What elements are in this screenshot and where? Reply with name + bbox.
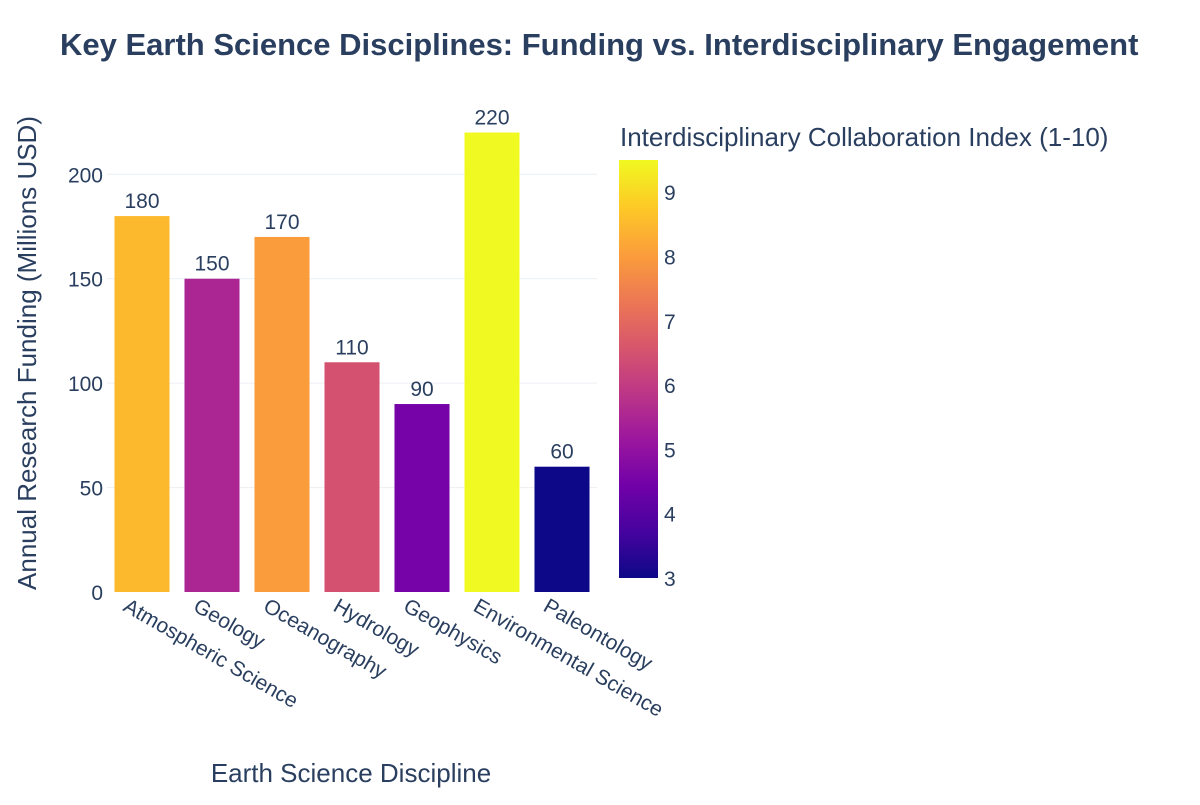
bar-value-label: 180 [124, 190, 159, 213]
colorbar-gradient [619, 160, 658, 578]
bar-value-label: 170 [264, 211, 299, 234]
y-tick-label: 50 [80, 478, 103, 501]
bar [184, 278, 240, 592]
x-axis-title: Earth Science Discipline [211, 758, 491, 788]
chart-title: Key Earth Science Disciplines: Funding v… [60, 27, 1138, 62]
colorbar-tick-label: 7 [664, 311, 676, 334]
colorbar-tick-label: 6 [664, 375, 676, 398]
bar [254, 236, 310, 592]
colorbar-tick-label: 4 [664, 504, 676, 527]
colorbar-tick-label: 3 [664, 568, 676, 591]
x-axis-ticks: Atmospheric ScienceGeologyOceanographyHy… [120, 594, 668, 721]
y-axis-ticks: 0 50 100 150 200 [68, 164, 103, 605]
x-tick-label: Oceanography [260, 594, 391, 683]
bar-value-label: 110 [335, 336, 368, 359]
bars [114, 132, 590, 592]
y-tick-label: 200 [68, 164, 103, 187]
colorbar-title: Interdisciplinary Collaboration Index (1… [620, 122, 1108, 152]
bar [394, 404, 450, 592]
bar-value-label: 90 [410, 378, 433, 401]
bar-value-label: 220 [474, 107, 509, 130]
bar-value-label: 150 [194, 253, 229, 276]
bar-value-label: 60 [550, 441, 573, 464]
bar [324, 362, 380, 592]
y-tick-label: 0 [91, 582, 103, 605]
colorbar-tick-label: 8 [664, 246, 676, 269]
colorbar-tick-label: 5 [664, 439, 676, 462]
y-tick-label: 100 [68, 373, 103, 396]
data-labels: 180 150 170 110 90 220 60 [124, 107, 573, 464]
bar [534, 466, 590, 592]
colorbar-tick-label: 9 [664, 182, 676, 205]
y-tick-label: 150 [68, 269, 103, 292]
colorbar-ticks: 3 4 5 6 7 8 9 [664, 182, 676, 591]
bar [464, 132, 520, 592]
bar [114, 216, 170, 592]
colorbar: Interdisciplinary Collaboration Index (1… [619, 122, 1108, 591]
y-axis-title: Annual Research Funding (Millions USD) [12, 116, 42, 590]
